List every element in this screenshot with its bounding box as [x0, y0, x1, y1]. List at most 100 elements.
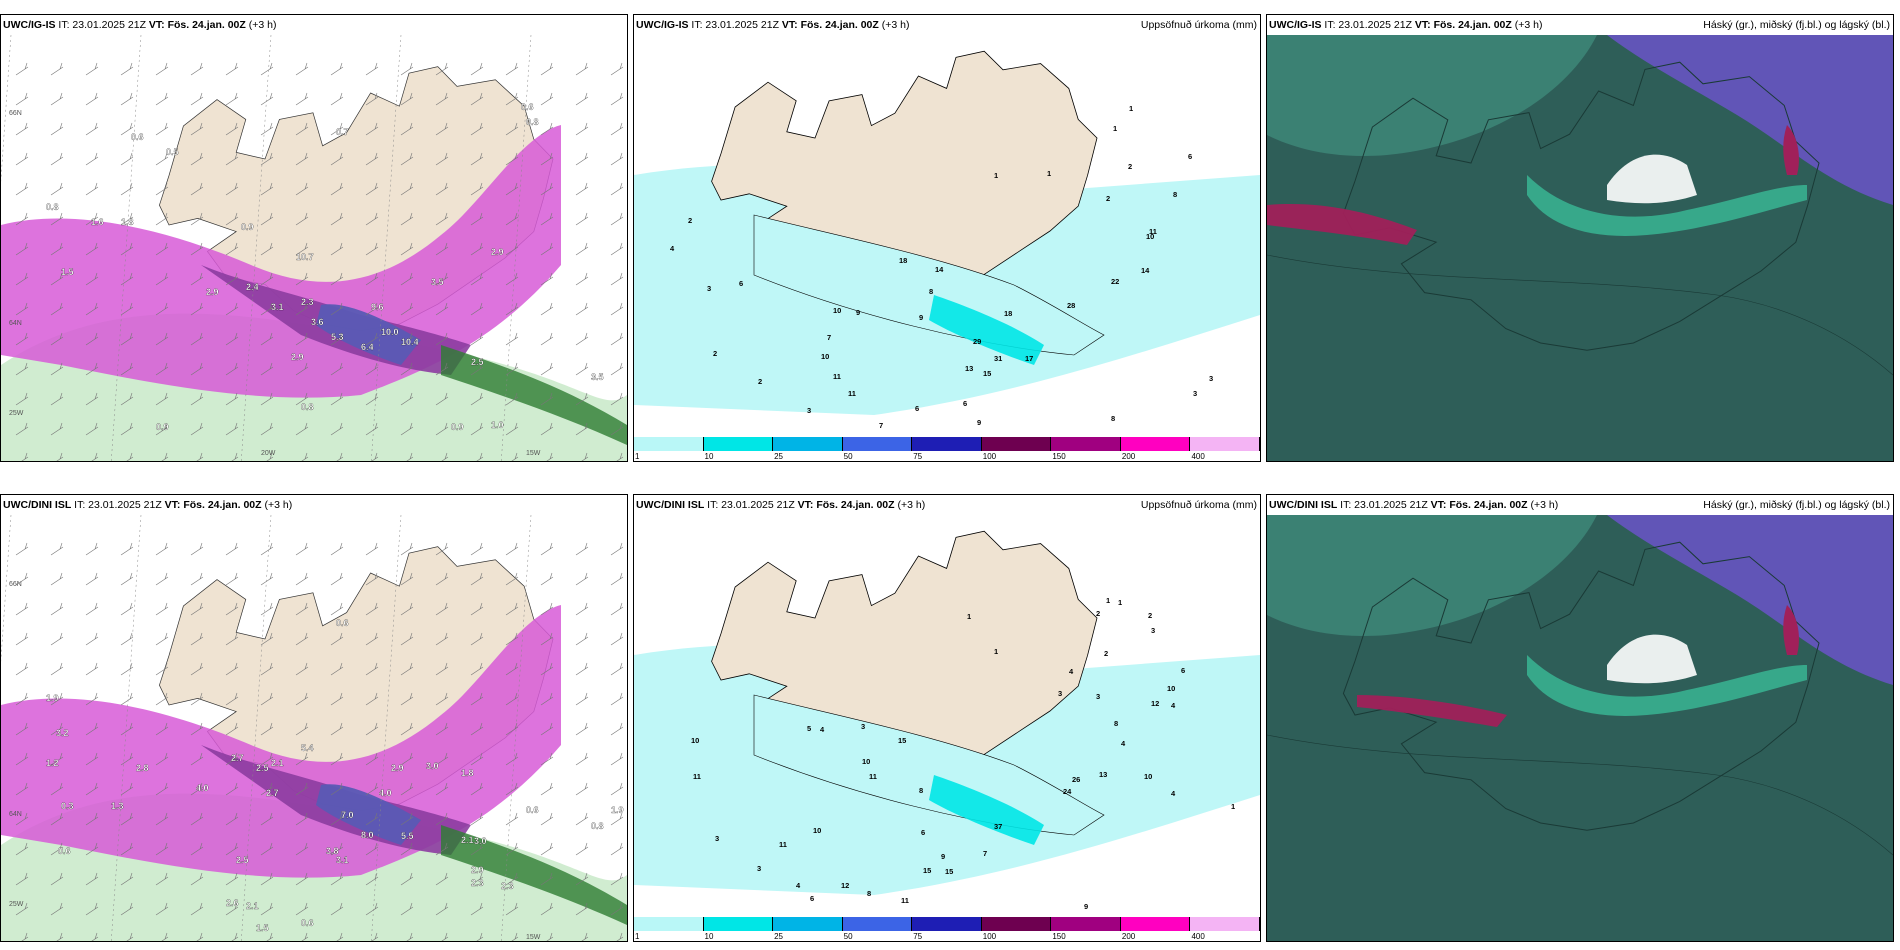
- precip-label: 10.0: [381, 327, 399, 337]
- wind-barb: [400, 152, 414, 166]
- wind-barb: [260, 242, 274, 256]
- axis-tick-label: 66N: [9, 110, 22, 117]
- wind-barb: [400, 302, 414, 316]
- wind-barb: [400, 602, 414, 616]
- wind-barb: [400, 632, 414, 646]
- wind-barb: [120, 152, 134, 166]
- wind-barb: [575, 572, 589, 586]
- wind-barb: [295, 722, 309, 736]
- meridian-line: [1, 515, 12, 662]
- wind-barb: [505, 152, 519, 166]
- precip-label: 10.7: [296, 252, 314, 262]
- wind-barb: [470, 572, 484, 586]
- wind-barb: [610, 182, 624, 196]
- wind-barb: [120, 542, 134, 556]
- wind-barb: [505, 182, 519, 196]
- colorbar-label: 1: [635, 932, 640, 941]
- wind-barb: [155, 812, 169, 826]
- wind-barb: [85, 362, 99, 376]
- wind-barb: [365, 92, 379, 106]
- wind-barb: [330, 392, 344, 406]
- accum-label: 1: [1231, 802, 1235, 811]
- wind-barb: [505, 362, 519, 376]
- wind-barb: [336, 932, 344, 941]
- wind-barb: [435, 902, 449, 916]
- wind-barb: [470, 122, 484, 136]
- wind-barb: [330, 212, 344, 226]
- wind-barb: [155, 92, 169, 106]
- wind-barb: [295, 212, 309, 226]
- wind-barb: [120, 332, 134, 346]
- wind-barb: [120, 722, 134, 736]
- wind-barb: [575, 752, 589, 766]
- wind-barb: [225, 212, 239, 226]
- wind-barb: [330, 242, 344, 256]
- wind-barb: [260, 722, 274, 736]
- wind-barb: [540, 182, 554, 196]
- wind-barb: [470, 392, 484, 406]
- axis-tick-label: 66N: [9, 581, 22, 588]
- wind-barb: [50, 302, 64, 316]
- wind-barb: [85, 632, 99, 646]
- meridian-line: [111, 35, 142, 461]
- wind-barb: [15, 542, 29, 556]
- wind-barb: [260, 902, 274, 916]
- wind-barb: [15, 572, 29, 586]
- wind-barb: [505, 542, 519, 556]
- wind-barb: [575, 782, 589, 796]
- wind-barb: [400, 62, 414, 76]
- colorbar-segment: [634, 917, 704, 931]
- wind-barb: [365, 422, 379, 436]
- wind-barb: [295, 362, 309, 376]
- accum-label: 1: [994, 647, 998, 656]
- wind-barb: [400, 362, 414, 376]
- wind-barb: [435, 542, 449, 556]
- precip-heavy: [316, 784, 421, 845]
- wind-barb: [406, 452, 414, 461]
- precip-label: 3.1: [271, 302, 284, 312]
- wind-barb: [610, 62, 624, 76]
- wind-barb: [85, 782, 99, 796]
- wind-barb: [295, 242, 309, 256]
- wind-barb: [435, 812, 449, 826]
- wind-barb: [120, 92, 134, 106]
- wind-barb: [610, 752, 624, 766]
- accum-label: 15: [945, 867, 953, 876]
- wind-barb: [540, 212, 554, 226]
- wind-barb: [85, 572, 99, 586]
- accum-label: 12: [1151, 699, 1159, 708]
- wind-barb: [575, 182, 589, 196]
- wind-barb: [400, 752, 414, 766]
- wind-barb: [610, 92, 624, 106]
- wind-barb: [295, 422, 309, 436]
- wind-barb: [365, 692, 379, 706]
- wind-barb: [540, 362, 554, 376]
- wind-barb: [610, 602, 624, 616]
- accum-label: 11: [779, 840, 787, 849]
- wind-barb: [155, 422, 169, 436]
- precip-label: 2.3: [301, 297, 314, 307]
- accum-label: 6: [810, 894, 814, 903]
- wind-barb: [330, 692, 344, 706]
- wind-barb: [231, 932, 239, 941]
- accum-label: 4: [1171, 701, 1176, 710]
- wind-barb: [155, 302, 169, 316]
- wind-barb: [575, 392, 589, 406]
- wind-barb: [190, 242, 204, 256]
- accum-label: 2: [1096, 609, 1100, 618]
- wind-barb: [225, 572, 239, 586]
- colorbar-label: 75: [913, 932, 923, 941]
- wind-barb: [470, 752, 484, 766]
- precip-label: 2.9: [206, 287, 219, 297]
- accum-label: 3: [707, 284, 711, 293]
- wind-barb: [85, 392, 99, 406]
- wind-barb: [441, 932, 449, 941]
- wind-barb: [435, 92, 449, 106]
- wind-barb: [581, 452, 589, 461]
- wind-barb: [330, 902, 344, 916]
- wind-barb: [295, 272, 309, 286]
- accum-label: 10: [813, 826, 821, 835]
- wind-barb: [155, 572, 169, 586]
- wind-barb: [15, 902, 29, 916]
- wind-barb: [365, 812, 379, 826]
